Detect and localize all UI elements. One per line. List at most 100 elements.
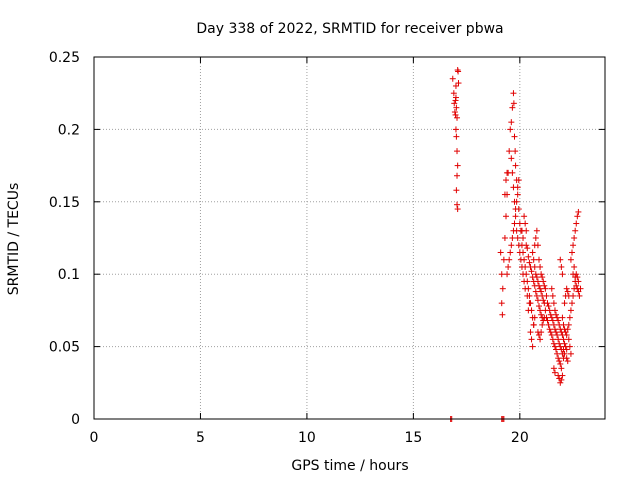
data-point: [453, 104, 460, 111]
data-point: [549, 292, 556, 299]
data-point: [524, 245, 531, 252]
data-point: [509, 104, 516, 111]
data-point: [574, 213, 581, 220]
data-point: [454, 201, 461, 208]
data-point: [538, 271, 545, 278]
data-point: [502, 177, 509, 184]
data-point: [510, 227, 517, 234]
data-point: [551, 326, 558, 333]
data-point: [454, 172, 461, 179]
data-point: [547, 311, 554, 318]
data-point: [550, 340, 557, 347]
axis-ticks: 0 5 10 15 20 0 0.05 0.1 0.15 0.2 0.25: [49, 50, 605, 446]
data-point: [575, 278, 582, 285]
data-point: [572, 227, 579, 234]
x-tick-label: 10: [298, 430, 316, 446]
data-point: [557, 343, 564, 350]
data-point: [558, 376, 565, 383]
data-point: [541, 282, 548, 289]
data-point: [449, 75, 456, 82]
data-point: [520, 235, 527, 241]
data-point: [549, 317, 556, 324]
data-point: [565, 321, 572, 328]
data-point: [575, 208, 582, 215]
data-point: [537, 307, 544, 314]
data-point: [498, 300, 505, 307]
data-point: [511, 220, 518, 227]
data-point: [508, 119, 515, 126]
data-point: [512, 148, 519, 155]
data-point: [545, 303, 552, 310]
x-axis-label: GPS time / hours: [291, 458, 408, 474]
data-point: [452, 94, 459, 101]
data-point: [559, 271, 566, 278]
data-point: [532, 271, 539, 278]
data-point: [507, 249, 514, 256]
data-point: [548, 314, 555, 321]
data-point: [528, 336, 535, 343]
data-point: [540, 317, 547, 324]
data-point: [556, 340, 563, 347]
data-point: [559, 372, 566, 379]
x-tick-label: 20: [511, 430, 529, 446]
data-point: [573, 282, 580, 289]
data-point: [560, 321, 567, 328]
data-point: [567, 256, 574, 263]
data-point: [525, 253, 532, 260]
data-point: [541, 314, 548, 321]
data-point: [509, 169, 516, 176]
data-point: [547, 329, 554, 336]
data-point: [535, 256, 542, 263]
data-point: [559, 314, 566, 321]
data-point: [452, 111, 459, 118]
data-point: [539, 274, 546, 281]
data-point: [512, 162, 519, 169]
data-point: [454, 162, 461, 169]
data-point: [522, 285, 529, 292]
data-point: [454, 148, 461, 155]
data-point: [561, 340, 568, 347]
data-point: [538, 288, 545, 295]
data-point: [571, 263, 578, 270]
data-point: [560, 336, 567, 343]
data-point: [537, 285, 544, 292]
plot-frame: [93, 56, 606, 420]
data-point: [565, 336, 572, 343]
data-point: [545, 321, 552, 328]
data-point: [507, 126, 514, 133]
data-point: [527, 329, 534, 336]
y-tick-label: 0.1: [58, 267, 80, 283]
data-point: [548, 332, 555, 339]
data-point: [564, 358, 571, 365]
data-point: [500, 256, 507, 263]
data-point: [568, 249, 575, 256]
data-point: [512, 213, 519, 220]
data-point: [532, 288, 539, 295]
data-point: [531, 263, 538, 270]
data-point: [566, 343, 573, 350]
y-tick-label: 0.2: [58, 122, 80, 138]
data-point: [530, 256, 537, 263]
data-point: [557, 360, 564, 367]
data-point: [557, 379, 564, 386]
data-point: [524, 292, 531, 299]
data-point: [452, 126, 459, 133]
data-point: [454, 206, 461, 213]
data-point: [548, 285, 555, 292]
data-point: [567, 350, 574, 357]
data-point: [501, 235, 508, 241]
data-point: [523, 242, 530, 249]
data-point: [455, 68, 462, 75]
data-point: [563, 285, 570, 292]
data-point: [555, 355, 562, 362]
data-point: [550, 300, 557, 307]
data-point: [504, 169, 511, 176]
data-point: [514, 184, 521, 191]
data-point: [560, 346, 567, 353]
data-point: [526, 300, 533, 307]
data-point: [451, 100, 458, 107]
data-point: [525, 307, 532, 314]
data-point: [498, 271, 505, 278]
data-point: [550, 321, 557, 328]
